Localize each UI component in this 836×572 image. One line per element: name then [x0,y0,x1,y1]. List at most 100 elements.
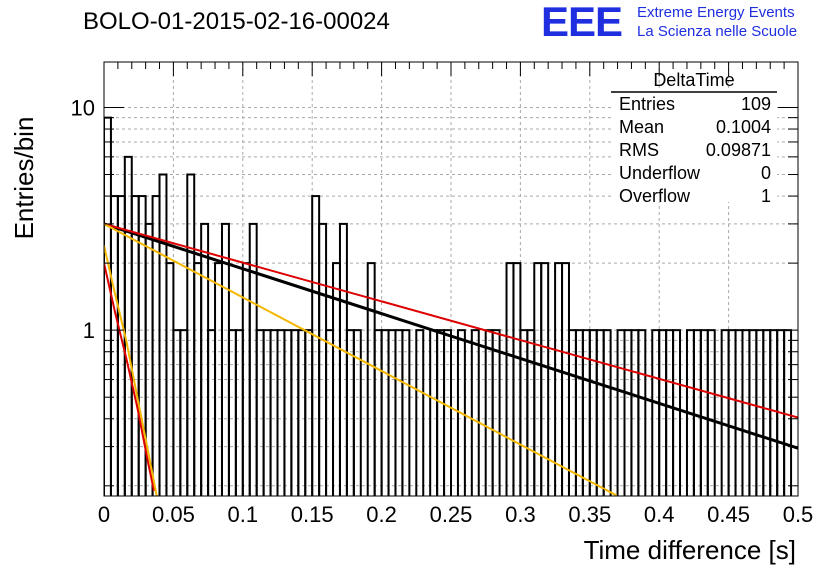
histogram-bin [214,262,223,496]
x-tick-label: 0.45 [707,502,750,527]
y-tick-labels: 1 10 [71,95,95,343]
histogram-bin [720,329,730,496]
stats-title: DeltaTime [653,70,734,90]
stats-row-value: 109 [741,94,771,114]
histogram-bin [519,329,529,496]
histogram-bin [526,329,536,496]
x-tick-label: 0.3 [505,502,536,527]
histogram-bin [262,329,272,496]
fit-curves [104,222,798,496]
x-tick-label: 0.35 [568,502,611,527]
histogram-bin [630,329,640,496]
histogram-bin [470,329,480,496]
fit-curve [104,222,798,419]
histogram-bin [581,329,591,496]
fit-curve [104,222,798,450]
histogram-bin [734,329,744,496]
histogram-bin [387,329,397,496]
logo-subtitle-1: Extreme Energy Events [637,4,795,21]
x-tick-label: 0.25 [430,502,473,527]
stats-row-value: 1 [761,186,771,206]
stats-row-label: RMS [619,140,659,160]
histogram-bin [276,329,286,496]
histogram-bin [186,173,196,496]
histogram-bin [672,329,682,496]
histogram-bin [172,329,182,496]
stats-row-value: 0 [761,163,771,183]
logo-subtitle-2: La Scienza nelle Scuole [637,23,798,40]
histogram-bin [290,329,300,496]
histogram-bin [415,329,425,496]
histogram-bin [380,329,390,496]
stats-row-label: Mean [619,117,664,137]
histogram-bin [436,329,446,496]
histogram-bin [533,262,543,496]
stats-row-label: Entries [619,94,675,114]
fit-curve [104,262,155,491]
histogram-bin [269,329,279,496]
histogram-bin [706,329,716,496]
histogram-bin [227,329,237,496]
histogram-bin [699,329,709,496]
histogram-bin [561,262,570,496]
axis-ticks [103,62,799,496]
y-tick-label: 1 [83,318,95,343]
x-tick-label: 0.1 [228,502,259,527]
histogram-bin [193,262,203,496]
y-axis-label: Entries/bin [9,117,39,240]
y-tick-label: 10 [71,95,95,120]
histogram-bin [158,173,168,496]
stats-row-label: Underflow [619,163,701,183]
histogram-bin [616,329,626,496]
histogram-bin [373,329,383,496]
histogram-bin [394,329,404,496]
x-tick-label: 0.5 [783,502,814,527]
histogram-bin [602,329,612,496]
histogram-bin [304,329,314,496]
histogram-bin [443,329,452,496]
histogram-bin [165,262,175,496]
x-tick-label: 0 [98,502,110,527]
stats-row-value: 0.09871 [706,140,771,160]
histogram-bin [595,329,605,496]
histogram-bin [255,329,265,496]
x-tick-label: 0.2 [366,502,397,527]
x-tick-label: 0.4 [644,502,675,527]
x-tick-labels: 0 0.05 0.1 0.15 0.2 0.25 0.3 0.35 0.4 0.45 0.5 [98,502,813,527]
stats-box: DeltaTime Entries 109 Mean 0.1004 RMS 0.09871… [611,70,777,206]
histogram-bin [540,262,550,496]
x-axis-label: Time difference [s] [584,535,796,565]
histogram-bin [505,262,515,496]
x-tick-label: 0.15 [291,502,334,527]
histogram-bin [311,195,321,496]
histogram-bin [401,329,411,496]
run-title: BOLO-01-2015-02-16-00024 [83,8,390,35]
histogram-bin [665,329,675,496]
stats-row-value: 0.1004 [716,117,771,137]
histogram-bin [429,329,439,496]
histogram-bin [588,329,598,496]
histogram-bin [338,222,348,496]
histogram-bin [283,329,293,496]
histogram-bin [651,329,661,496]
histogram-bin [318,222,328,496]
histogram-bin [512,262,522,496]
histogram-bin [109,195,119,496]
histogram-bin [623,329,633,496]
histogram-bin [200,222,210,496]
histogram-bin [748,329,758,496]
histogram-bin [352,329,362,496]
stats-row-label: Overflow [619,186,691,206]
histogram-bin [297,329,307,496]
fit-curve [104,245,158,496]
histogram-bin [755,329,765,496]
histogram-bin [637,329,647,496]
histogram-bin [234,329,244,496]
histogram-bin [137,195,147,496]
histogram-bin [658,329,668,496]
histogram-bin [741,329,751,496]
histogram-bin [179,329,189,496]
histogram-bin [325,329,335,496]
histogram-bin [769,329,779,496]
